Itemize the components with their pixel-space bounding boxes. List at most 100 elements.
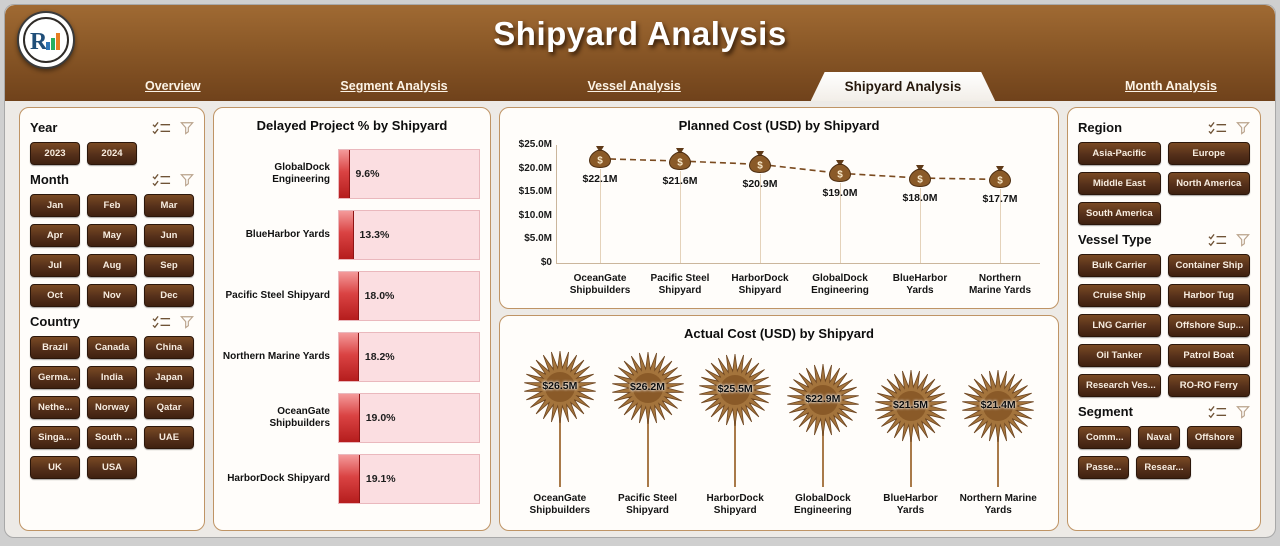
value-label: $21.5M [892,398,929,411]
filter-region-europe[interactable]: Europe [1167,142,1250,165]
filter-country-usa[interactable]: USA [87,456,137,479]
starburst-marker[interactable] [873,368,949,444]
filter-segment-comm[interactable]: Comm... [1078,426,1132,449]
filter-month-jun[interactable]: Jun [144,224,194,247]
starburst-marker[interactable] [697,352,773,428]
money-bag-marker[interactable]: $ [666,145,694,173]
filter-country-uae[interactable]: UAE [144,426,194,449]
filter-vessel-type-ro-ro-ferry[interactable]: RO-RO Ferry [1167,374,1250,397]
tab-shipyard-analysis[interactable]: Shipyard Analysis [811,72,996,101]
logo-icon: R [23,17,69,63]
stem-line [997,420,1000,487]
filter-vessel-type-oil-tanker[interactable]: Oil Tanker [1078,344,1161,367]
filter-country-canada[interactable]: Canada [87,336,137,359]
filter-group-year: 2023 2024 [30,142,194,165]
bar-track[interactable]: 18.2% [338,332,480,382]
tab-overview[interactable]: Overview [145,79,201,93]
filter-month-jan[interactable]: Jan [30,194,80,217]
filter-month-mar[interactable]: Mar [144,194,194,217]
filter-month-dec[interactable]: Dec [144,284,194,307]
svg-text:R: R [30,29,48,55]
filter-funnel-icon[interactable] [180,121,194,135]
filter-funnel-icon[interactable] [1236,233,1250,247]
filter-country-qatar[interactable]: Qatar [144,396,194,419]
money-bag-marker[interactable]: $ [986,163,1014,191]
filter-country-singa[interactable]: Singa... [30,426,80,449]
filter-month-jul[interactable]: Jul [30,254,80,277]
filter-funnel-icon[interactable] [1236,121,1250,135]
multiselect-icon[interactable] [1208,233,1227,247]
filter-region-asia-pacific[interactable]: Asia-Pacific [1078,142,1161,165]
multiselect-icon[interactable] [152,121,171,135]
filter-region-north-america[interactable]: North America [1167,172,1250,195]
filter-vessel-type-harbor-tug[interactable]: Harbor Tug [1167,284,1250,307]
bar-track[interactable]: 13.3% [338,210,480,260]
filter-vessel-type-patrol-boat[interactable]: Patrol Boat [1167,344,1250,367]
filter-month-feb[interactable]: Feb [87,194,137,217]
money-bag-marker[interactable]: $ [826,157,854,185]
filter-month-may[interactable]: May [87,224,137,247]
multiselect-icon[interactable] [152,315,171,329]
x-axis-label: Pacific Steel Shipyard [618,493,677,516]
tab-vessel-analysis[interactable]: Vessel Analysis [587,79,681,93]
filter-country-japan[interactable]: Japan [144,366,194,389]
filter-region-middle-east[interactable]: Middle East [1078,172,1161,195]
filter-country-india[interactable]: India [87,366,137,389]
filter-vessel-type-container-ship[interactable]: Container Ship [1167,254,1250,277]
money-bag-marker[interactable]: $ [586,143,614,171]
filter-country-china[interactable]: China [144,336,194,359]
filter-year-2024[interactable]: 2024 [87,142,137,165]
filter-year-2023[interactable]: 2023 [30,142,80,165]
tab-segment-analysis[interactable]: Segment Analysis [340,79,448,93]
filter-funnel-icon[interactable] [1236,405,1250,419]
filter-vessel-type-research-ves[interactable]: Research Ves... [1078,374,1161,397]
filter-month-sep[interactable]: Sep [144,254,194,277]
filter-country-nethe[interactable]: Nethe... [30,396,80,419]
filter-country-south[interactable]: South ... [87,426,137,449]
y-axis-tick: $20.0M [518,162,552,174]
multiselect-icon[interactable] [1208,121,1227,135]
filter-vessel-type-lng-carrier[interactable]: LNG Carrier [1078,314,1161,337]
value-label: $20.9M [742,178,778,191]
multiselect-icon[interactable] [1208,405,1227,419]
filter-country-uk[interactable]: UK [30,456,80,479]
starburst-marker[interactable] [610,350,686,426]
filter-segment-offshore[interactable]: Offshore [1186,426,1243,449]
filter-country-norway[interactable]: Norway [87,396,137,419]
bar-value-label: 19.0% [365,412,396,424]
filter-country-brazil[interactable]: Brazil [30,336,80,359]
filter-header-country: Country [30,314,194,329]
filter-region-south-america[interactable]: South America [1078,202,1161,225]
filter-month-aug[interactable]: Aug [87,254,137,277]
x-axis-label: HarborDock Shipyard [706,493,764,516]
actual-chart-title: Actual Cost (USD) by Shipyard [684,326,874,341]
filter-segment-resear[interactable]: Resear... [1136,456,1192,479]
filter-country-germa[interactable]: Germa... [30,366,80,389]
value-label: $18.0M [902,192,938,205]
starburst-marker[interactable] [960,368,1036,444]
bar-track[interactable]: 19.0% [338,393,480,443]
y-axis-tick: $5.0M [524,233,552,245]
money-bag-marker[interactable]: $ [746,148,774,176]
starburst-marker[interactable] [785,362,861,438]
bar-track[interactable]: 18.0% [338,271,480,321]
filter-vessel-type-bulk-carrier[interactable]: Bulk Carrier [1078,254,1161,277]
bar-track[interactable]: 9.6% [338,149,480,199]
filter-month-oct[interactable]: Oct [30,284,80,307]
tab-month-analysis[interactable]: Month Analysis [1125,79,1217,93]
bar-track[interactable]: 19.1% [338,454,480,504]
filter-header-region: Region [1078,120,1250,135]
filter-vessel-type-cruise-ship[interactable]: Cruise Ship [1078,284,1161,307]
filter-vessel-type-offshore-sup[interactable]: Offshore Sup... [1167,314,1250,337]
y-axis-tick: $0 [540,257,552,268]
filter-month-apr[interactable]: Apr [30,224,80,247]
filter-funnel-icon[interactable] [180,315,194,329]
filter-funnel-icon[interactable] [180,173,194,187]
filter-month-nov[interactable]: Nov [87,284,137,307]
money-bag-marker[interactable]: $ [906,162,934,190]
filter-segment-naval[interactable]: Naval [1138,426,1180,449]
multiselect-icon[interactable] [152,173,171,187]
drop-line [760,174,761,263]
filter-segment-passe[interactable]: Passe... [1078,456,1130,479]
starburst-marker[interactable] [522,349,598,425]
